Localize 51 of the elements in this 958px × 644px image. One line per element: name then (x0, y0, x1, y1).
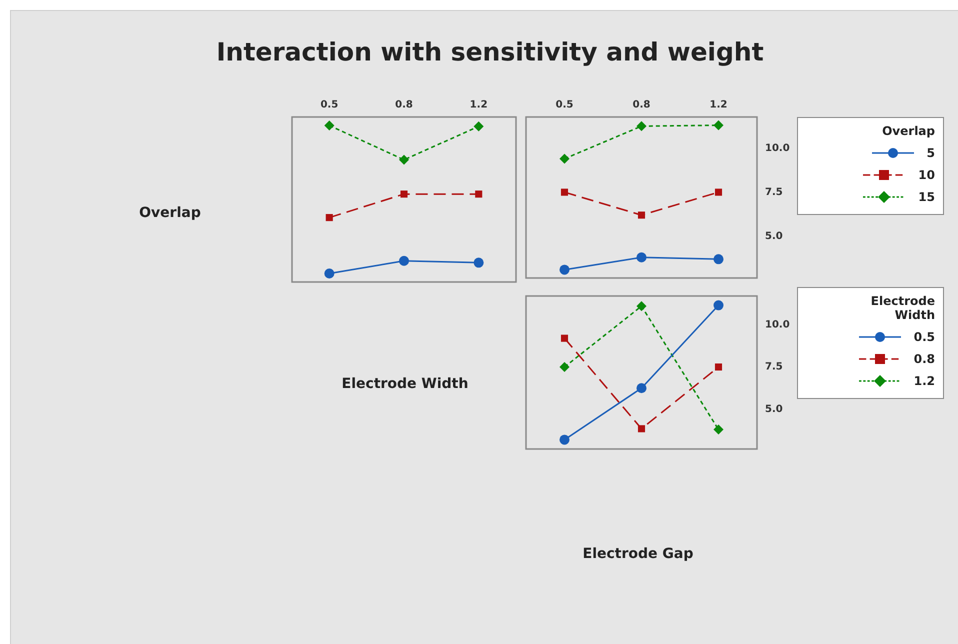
y-axis-title: Overlap (139, 205, 201, 221)
point (399, 154, 409, 165)
y-tick-label: 10.0 (765, 319, 790, 330)
chart-title: Interaction with sensitivity and weight (216, 38, 764, 66)
point (714, 300, 724, 310)
point (324, 120, 334, 130)
legend-label: 0.8 (914, 352, 935, 366)
x-tick-label: 0.8 (395, 100, 413, 111)
point (324, 268, 334, 279)
point (560, 334, 568, 342)
point (714, 120, 724, 130)
point (714, 254, 724, 264)
point (474, 121, 484, 132)
x-tick-label: 1.2 (470, 100, 488, 111)
x-axis-title: Electrode Gap (582, 546, 694, 562)
legend-label: 1.2 (914, 374, 935, 388)
point (560, 362, 570, 372)
point (714, 363, 722, 371)
legend-label: 15 (918, 190, 935, 204)
y-tick-label: 7.5 (765, 362, 783, 373)
y-tick-label: 7.5 (765, 186, 783, 198)
point (560, 188, 568, 196)
point (636, 121, 646, 132)
point (636, 301, 646, 312)
point (474, 258, 484, 268)
point (560, 264, 570, 275)
point (714, 424, 724, 435)
legend-label: 10 (918, 168, 935, 182)
legend-title: Electrode Width (870, 294, 935, 322)
legend-title: Overlap (881, 124, 935, 138)
y-tick-label: 10.0 (765, 142, 790, 154)
x-tick-label: 0.8 (632, 100, 650, 111)
point (714, 188, 722, 196)
legend-label: 0.5 (914, 330, 935, 344)
point (636, 252, 646, 262)
y-axis-title: Electrode Width (342, 376, 468, 392)
point (560, 154, 570, 164)
point (399, 256, 409, 266)
point (638, 212, 646, 219)
y-tick-label: 5.0 (765, 230, 783, 242)
point (475, 190, 482, 198)
x-tick-label: 1.2 (710, 100, 728, 111)
point (560, 434, 570, 445)
legend-label: 5 (926, 146, 935, 160)
point (636, 383, 646, 394)
point (638, 425, 646, 432)
x-tick-label: 0.5 (556, 100, 574, 111)
x-tick-label: 0.5 (320, 100, 338, 111)
point (326, 214, 333, 222)
y-tick-label: 5.0 (765, 404, 783, 415)
point (400, 190, 408, 198)
